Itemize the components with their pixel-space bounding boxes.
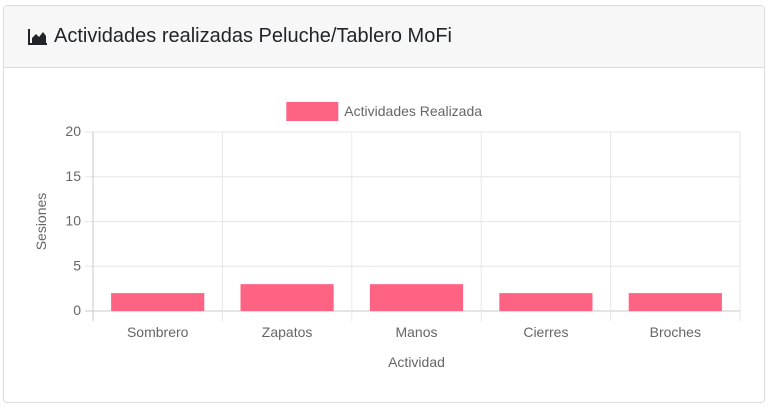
card-title: Actividades realizadas Peluche/Tablero M…	[28, 25, 452, 48]
bar-zapatos	[240, 284, 334, 311]
x-tick-label: Sombrero	[127, 324, 189, 340]
bar-manos	[369, 284, 464, 311]
x-axis-title: Actividad	[388, 354, 445, 370]
x-tick-label: Cierres	[523, 324, 568, 340]
card-header: Actividades realizadas Peluche/Tablero M…	[4, 6, 764, 68]
y-axis-title: Sesiones	[33, 193, 49, 251]
bar-broches	[628, 293, 722, 311]
y-tick-label: 10	[65, 213, 81, 229]
y-tick-label: 20	[65, 123, 81, 139]
bar-chart: 0 5 10 15 20 Sombrero Zapatos Manos Cierres Broch…	[33, 102, 741, 370]
bar-cierres	[499, 293, 593, 311]
chart-area: 0 5 10 15 20 Sombrero Zapatos Manos Cierres Broch…	[4, 68, 764, 402]
x-tick-label: Broches	[650, 324, 701, 340]
x-tick-label: Zapatos	[262, 324, 313, 340]
chart-card: Actividades realizadas Peluche/Tablero M…	[3, 5, 765, 403]
y-tick-label: 15	[65, 168, 81, 184]
x-tick-label: Manos	[395, 324, 437, 340]
y-tick-label: 5	[73, 257, 81, 273]
page-title: Actividades realizadas Peluche/Tablero M…	[54, 25, 452, 47]
legend-label: Actividades Realizada	[344, 103, 482, 119]
y-tick-label: 0	[73, 302, 81, 318]
legend-swatch	[286, 102, 339, 121]
bar-sombrero	[111, 293, 205, 311]
area-chart-icon	[28, 28, 47, 45]
